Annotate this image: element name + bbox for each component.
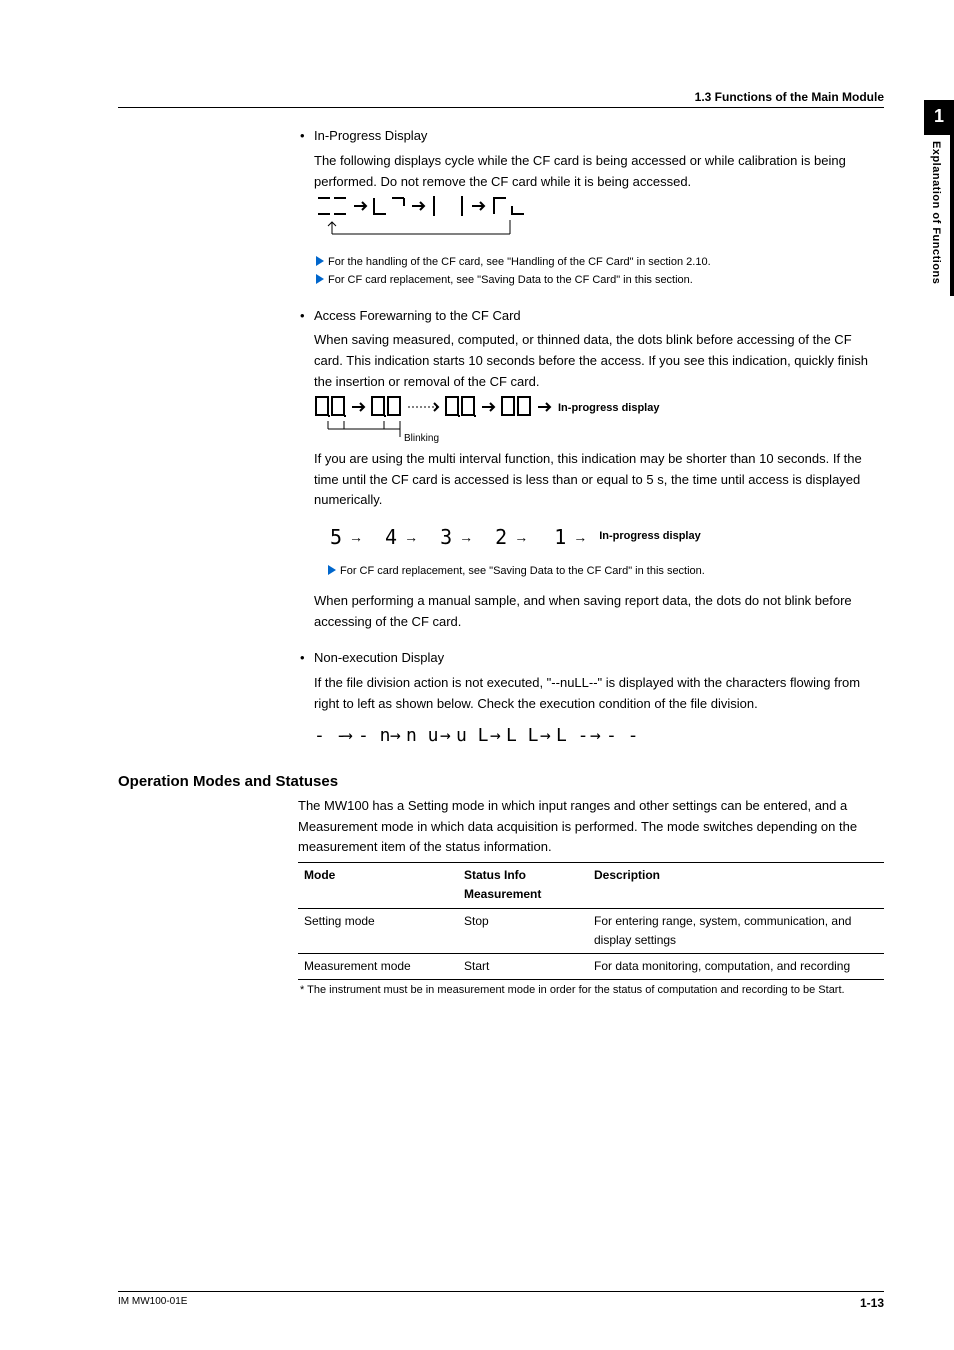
svg-text:L L: L L <box>506 725 539 746</box>
arrow-icon: → <box>459 526 473 548</box>
arrow-icon: → <box>349 526 363 548</box>
th-status: Status Info Measurement <box>458 863 588 908</box>
svg-text:- n: - n <box>358 725 391 746</box>
null-scroll-diagram: - -→ - n→ n u→ u L→ L L→ L -→ - - <box>298 723 884 751</box>
arrow-icon: → <box>573 526 587 548</box>
svg-text:→: → <box>540 725 551 746</box>
arrow-icon: → <box>514 526 528 548</box>
inprogress-label-2: In-progress display <box>599 528 700 546</box>
table-row: Setting mode Stop For entering range, sy… <box>298 908 884 953</box>
digit-5: 5 <box>330 521 343 553</box>
page-header: 1.3 Functions of the Main Module <box>118 90 884 108</box>
svg-text:→: → <box>590 725 601 746</box>
svg-text:→: → <box>440 725 451 746</box>
footer-page-number: 1-13 <box>860 1296 884 1310</box>
blinking-label: Blinking <box>404 433 439 444</box>
svg-text:→: → <box>390 725 401 746</box>
svg-text:→: → <box>490 725 501 746</box>
digit-2: 2 <box>495 521 508 553</box>
bullet-non-execution: Non-execution Display <box>298 648 884 669</box>
bullet-title: Access Forewarning to the CF Card <box>314 308 521 323</box>
countdown-diagram: 5 → 4 → 3 → 2 → 1 → In-progress display <box>314 521 884 553</box>
paragraph: When performing a manual sample, and whe… <box>298 591 884 633</box>
cycle-diagram <box>298 192 884 254</box>
svg-text:n u: n u <box>406 725 439 746</box>
blink-diagram: In-progress display Blinking <box>298 393 884 449</box>
bullet-title: In-Progress Display <box>314 128 427 143</box>
th-description: Description <box>588 863 884 908</box>
paragraph: If the file division action is not execu… <box>298 673 884 715</box>
heading-operation-modes: Operation Modes and Statuses <box>118 773 884 790</box>
triangle-icon <box>328 565 336 575</box>
table-footnote: * The instrument must be in measurement … <box>298 982 884 1000</box>
svg-text:L -: L - <box>556 725 589 746</box>
arrow-icon: → <box>404 526 418 548</box>
svg-text:- -: - - <box>606 725 639 746</box>
digit-1: 1 <box>554 521 567 553</box>
bullet-title: Non-execution Display <box>314 650 444 665</box>
note-replacement-1: For CF card replacement, see "Saving Dat… <box>316 272 884 290</box>
triangle-icon <box>316 256 324 266</box>
page-footer: IM MW100-01E 1-13 <box>118 1291 884 1310</box>
svg-text:→: → <box>342 725 353 746</box>
bullet-access-forewarning: Access Forewarning to the CF Card <box>298 306 884 327</box>
footer-left: IM MW100-01E <box>118 1296 187 1310</box>
triangle-icon <box>316 274 324 284</box>
note-handling: For the handling of the CF card, see "Ha… <box>316 254 884 272</box>
th-mode: Mode <box>298 863 458 908</box>
inprogress-label-1: In-progress display <box>558 402 660 414</box>
svg-text:u L: u L <box>456 725 489 746</box>
paragraph: The MW100 has a Setting mode in which in… <box>298 796 884 858</box>
paragraph: If you are using the multi interval func… <box>298 449 884 511</box>
note-replacement-2: For CF card replacement, see "Saving Dat… <box>328 563 884 581</box>
table-row: Measurement mode Start For data monitori… <box>298 953 884 979</box>
digit-4: 4 <box>385 521 398 553</box>
modes-table: Mode Status Info Measurement Description… <box>298 862 884 980</box>
paragraph: The following displays cycle while the C… <box>298 151 884 193</box>
digit-3: 3 <box>440 521 453 553</box>
bullet-in-progress: In-Progress Display <box>298 126 884 147</box>
paragraph: When saving measured, computed, or thinn… <box>298 330 884 392</box>
